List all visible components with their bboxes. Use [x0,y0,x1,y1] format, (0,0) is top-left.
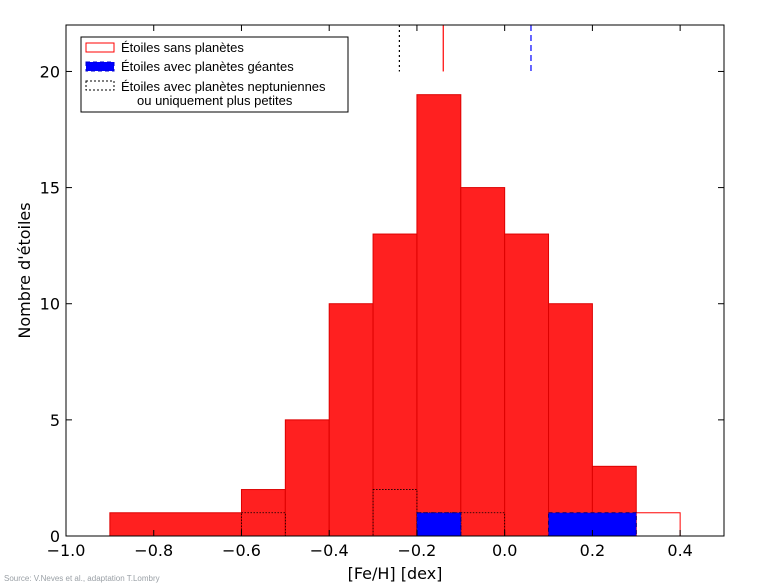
red-bar [372,233,418,537]
x-axis-label: [Fe/H] [dex] [348,564,443,583]
red-bar [460,187,506,537]
legend-swatch-dotted [85,80,115,91]
x-tick-label: 0.2 [580,541,605,560]
red-bars-group [109,94,681,537]
red-bar [284,419,330,537]
legend: Étoiles sans planètes Étoiles avec planè… [80,36,349,113]
blue-bar [416,512,462,537]
y-tick-label: 10 [40,295,60,314]
legend-box [80,36,349,113]
legend-swatch-red [85,42,115,53]
y-tick-label: 0 [50,527,60,546]
x-tick-label: −0.8 [134,541,173,560]
x-tick-label: −1.0 [47,541,86,560]
legend-label-neptunian-planets: Étoiles avec planètes neptuniennes [121,79,326,94]
red-bar [504,233,550,537]
dotted-bar [460,512,506,537]
source-credit: Source: V.Neves et al., adaptation T.Lom… [4,574,160,583]
red-bar [548,303,593,537]
plot-frame [65,24,725,537]
legend-label-no-planets: Étoiles sans planètes [121,40,244,55]
red-bar [109,512,242,537]
x-tick-label: −0.6 [222,541,261,560]
dotted-bar [241,512,286,537]
blue-bars-group [416,512,637,537]
x-tick-label: −0.4 [310,541,349,560]
y-axis-label: Nombre d'étoiles [15,202,34,338]
x-tick-label: −0.2 [398,541,437,560]
red-bar [416,94,462,537]
y-tick-label: 5 [50,411,60,430]
ticks-group: −1.0 −0.8 −0.6 −0.4 −0.2 0.0 0.2 0.4 0 5 10 15 20 [40,25,724,560]
legend-swatch-blue [85,61,115,72]
red-bar [328,303,374,537]
y-tick-label: 20 [40,62,60,81]
x-tick-label: 0.0 [492,541,517,560]
y-tick-label: 15 [40,179,60,198]
legend-label-smaller-planets: ou uniquement plus petites [137,93,293,108]
mean-lines-group [398,25,532,72]
x-tick-label: 0.4 [667,541,692,560]
red-bar [635,512,681,537]
legend-label-giant-planets: Étoiles avec planètes géantes [121,59,294,74]
